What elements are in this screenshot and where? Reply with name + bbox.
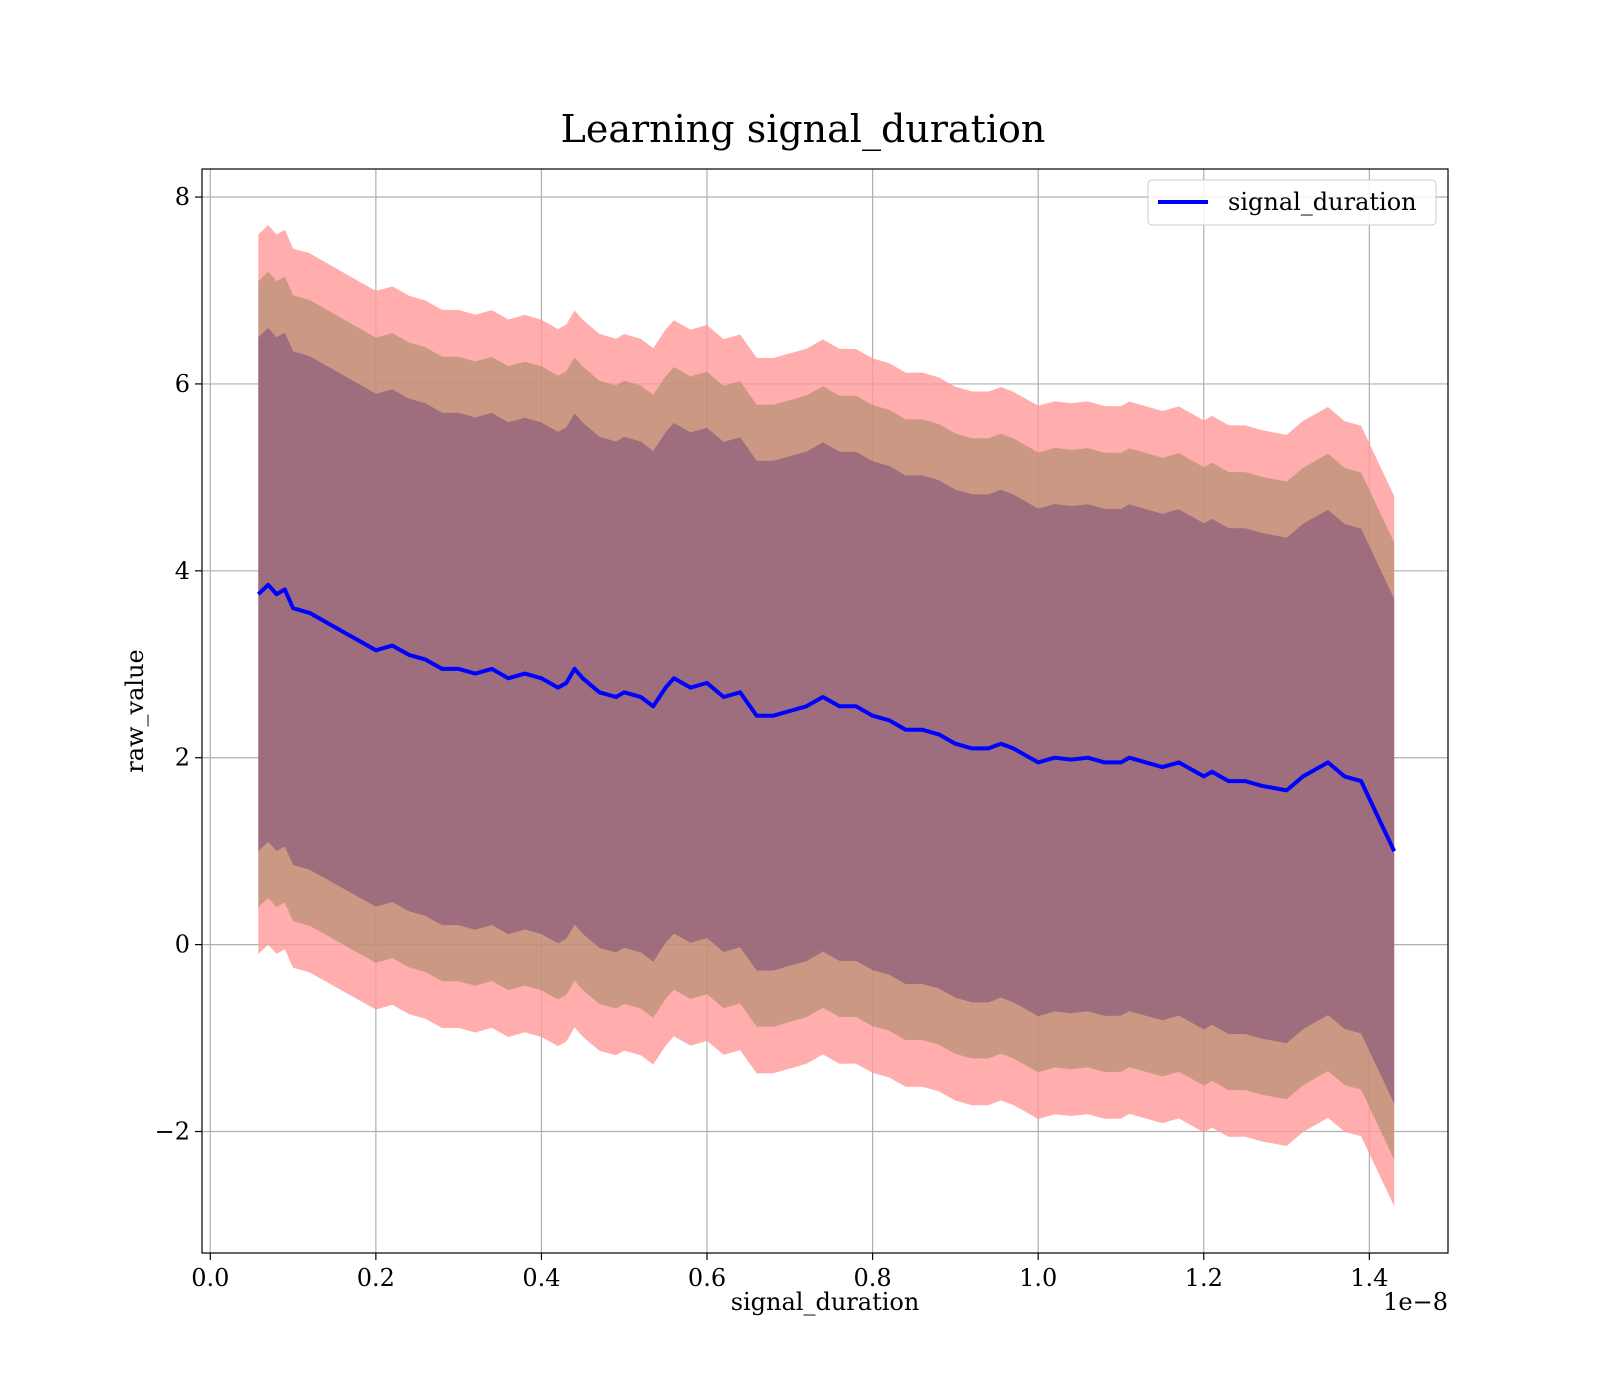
x-tick-label-4: 0.8 [854, 1264, 892, 1292]
y-tick-label-5: 8 [175, 183, 190, 211]
confidence-bands [258, 225, 1395, 1207]
x-tick-label-0: 0.0 [191, 1264, 229, 1292]
x-tick-label-3: 0.6 [688, 1264, 726, 1292]
y-tick-label-0: −2 [155, 1118, 190, 1146]
x-tick-label-2: 0.4 [522, 1264, 560, 1292]
series-line-0 [256, 582, 1397, 853]
x-tick-label-1: 0.2 [357, 1264, 395, 1292]
legend: signal_duration [1147, 179, 1437, 226]
y-tick-label-1: 0 [175, 931, 190, 959]
x-tick-label-7: 1.4 [1350, 1264, 1388, 1292]
x-tick-label-5: 1.0 [1019, 1264, 1057, 1292]
legend-label: signal_duration [1228, 188, 1417, 216]
y-tick-label-2: 2 [175, 744, 190, 772]
confidence-band-2 [258, 327, 1395, 1104]
series-lines [256, 582, 1397, 853]
x-tick-label-6: 1.2 [1185, 1264, 1223, 1292]
chart-title: Learning signal_duration [561, 107, 1046, 152]
y-tick-label-4: 6 [175, 370, 190, 398]
legend-box [1147, 179, 1437, 226]
x-axis-label: signal_duration [731, 1288, 920, 1316]
x-axis-ticks: 0.0 0.2 0.4 0.6 0.8 1.0 1.2 1.4 [191, 1253, 1388, 1292]
y-axis-label: raw_value [121, 649, 149, 773]
plot-frame [201, 168, 1449, 1254]
y-axis-ticks: −2 0 2 4 6 8 [155, 183, 202, 1146]
y-tick-label-3: 4 [175, 557, 190, 585]
x-axis-offset-label: 1e−8 [1383, 1288, 1448, 1316]
